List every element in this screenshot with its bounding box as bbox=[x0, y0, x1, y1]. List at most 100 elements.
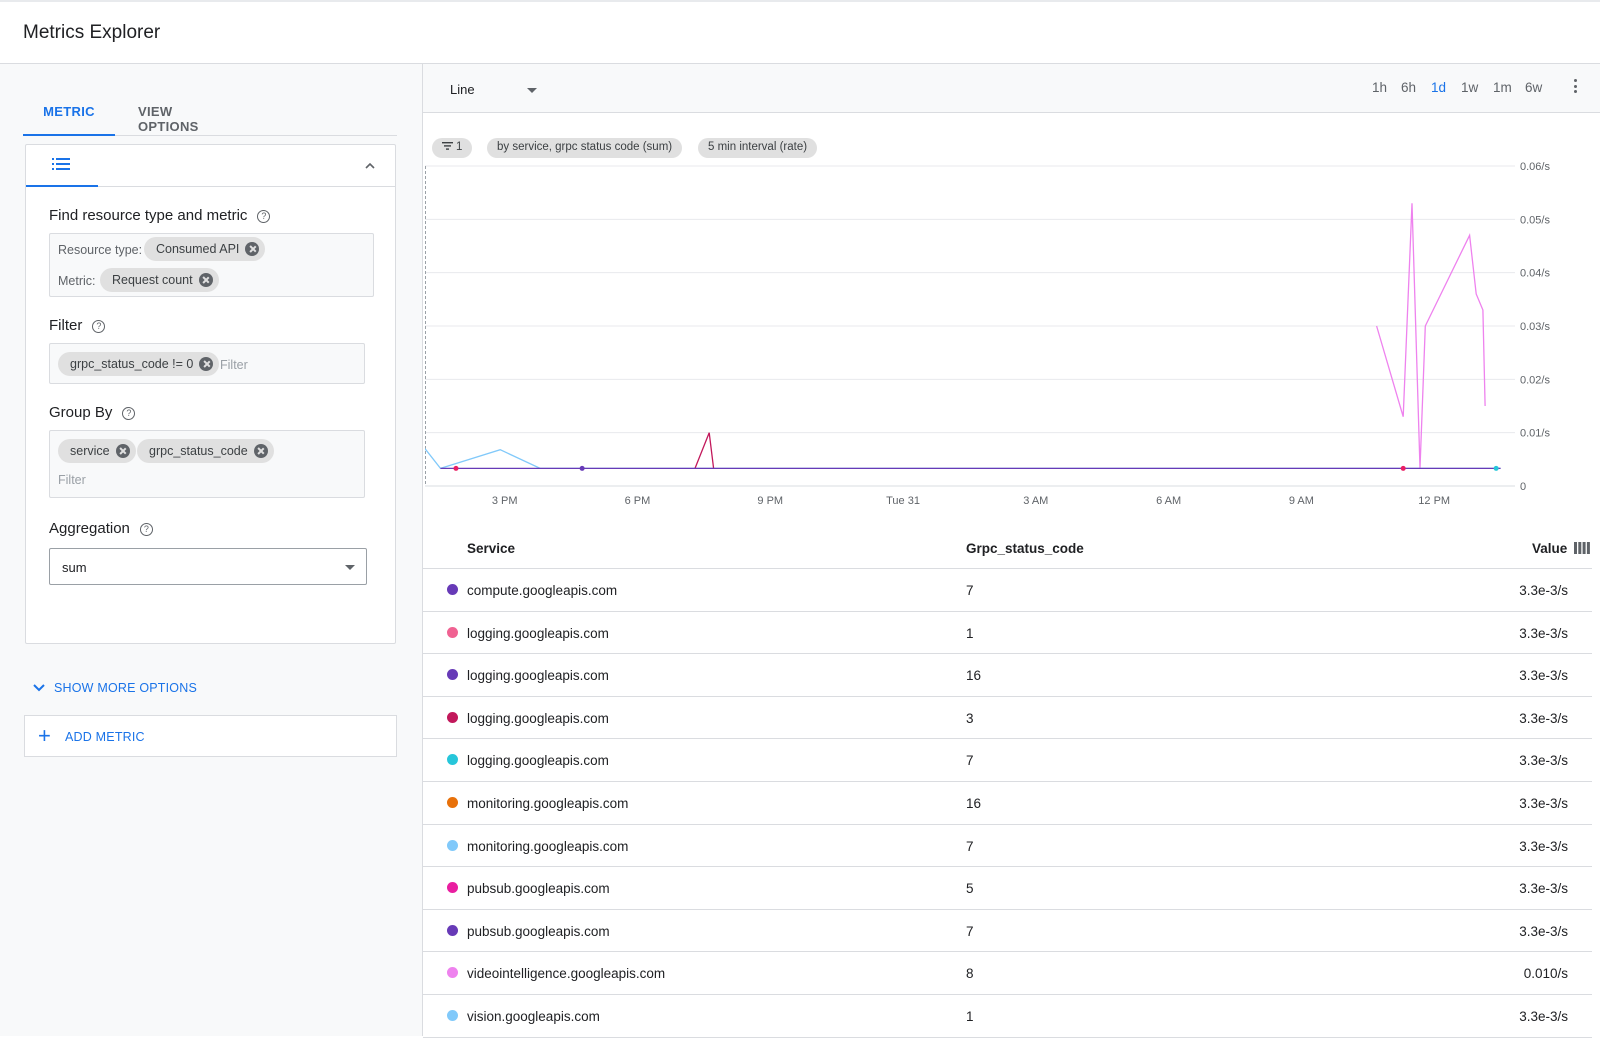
y-tick-label: 0.01/s bbox=[1520, 428, 1550, 440]
left-panel: METRIC VIEW OPTIONS Find resource type a… bbox=[0, 64, 423, 1036]
series-color-dot bbox=[447, 924, 458, 936]
range-6w[interactable]: 6w bbox=[1525, 80, 1543, 95]
series-line bbox=[694, 432, 715, 469]
remove-chip-icon[interactable] bbox=[253, 444, 268, 458]
x-tick-label: 3 PM bbox=[492, 495, 518, 507]
cell-grpc-status-code: 7 bbox=[966, 583, 974, 598]
aggregation-value: sum bbox=[62, 560, 87, 575]
more-vert-icon[interactable] bbox=[1574, 79, 1578, 95]
cell-grpc-status-code: 5 bbox=[966, 881, 974, 897]
resource-type-chip: Consumed API bbox=[144, 237, 266, 261]
group-by-heading: Group By? bbox=[49, 404, 136, 421]
table-row[interactable]: vision.googleapis.com 1 3.3e-3/s bbox=[423, 995, 1592, 1038]
range-1m[interactable]: 1m bbox=[1493, 80, 1512, 95]
remove-chip-icon[interactable] bbox=[198, 273, 213, 287]
table-row[interactable]: pubsub.googleapis.com 5 3.3e-3/s bbox=[423, 867, 1592, 910]
resource-type-label: Resource type: bbox=[58, 243, 143, 257]
column-picker-icon[interactable] bbox=[1574, 542, 1590, 554]
table-row[interactable]: logging.googleapis.com 7 3.3e-3/s bbox=[423, 739, 1592, 782]
table-row[interactable]: logging.googleapis.com 3 3.3e-3/s bbox=[423, 697, 1592, 740]
x-tick-label: 6 AM bbox=[1156, 495, 1181, 507]
x-tick-label: 12 PM bbox=[1418, 495, 1450, 507]
series-color-dot bbox=[447, 967, 458, 979]
cell-service: vision.googleapis.com bbox=[467, 1008, 600, 1024]
data-point bbox=[453, 465, 459, 471]
card-header bbox=[26, 145, 395, 187]
series-color-dot bbox=[447, 669, 458, 681]
top-bar: Metrics Explorer bbox=[0, 0, 1600, 64]
y-tick-label: 0.04/s bbox=[1520, 268, 1550, 280]
cell-service: logging.googleapis.com bbox=[467, 710, 609, 726]
cell-service: videointelligence.googleapis.com bbox=[467, 966, 666, 982]
range-1d[interactable]: 1d bbox=[1431, 80, 1447, 95]
cell-grpc-status-code: 3 bbox=[966, 710, 974, 726]
help-icon[interactable]: ? bbox=[139, 523, 153, 536]
cell-value: 3.3e-3/s bbox=[1519, 710, 1568, 726]
line-chart[interactable]: 0 0.01/s 0.02/s 0.03/s 0.04/s 0.05/s 0.06/s 3 P… bbox=[425, 160, 1600, 520]
chart-type-select[interactable]: Line bbox=[450, 78, 550, 102]
help-icon[interactable]: ? bbox=[122, 407, 136, 420]
table-row[interactable]: monitoring.googleapis.com 7 3.3e-3/s bbox=[423, 825, 1592, 868]
resource-metric-box[interactable]: Resource type: Consumed API Metric: Requ… bbox=[49, 233, 374, 297]
table-body: compute.googleapis.com 7 3.3e-3/s logging.g… bbox=[423, 569, 1592, 1038]
range-6h[interactable]: 6h bbox=[1401, 80, 1417, 95]
cell-value: 3.3e-3/s bbox=[1519, 625, 1568, 641]
cell-value: 3.3e-3/s bbox=[1519, 881, 1568, 897]
group-by-box[interactable]: service grpc_status_code Filter bbox=[49, 430, 365, 498]
tab-metric[interactable]: METRIC bbox=[23, 94, 115, 136]
cell-grpc-status-code: 7 bbox=[966, 838, 974, 854]
cell-service: pubsub.googleapis.com bbox=[467, 923, 610, 939]
series-line bbox=[425, 448, 1501, 470]
filter-placeholder[interactable]: Filter bbox=[220, 358, 248, 372]
chevron-up-icon[interactable] bbox=[363, 159, 377, 173]
remove-chip-icon[interactable] bbox=[199, 357, 214, 371]
tab-view-options[interactable]: VIEW OPTIONS bbox=[138, 104, 199, 134]
series-color-dot bbox=[447, 1009, 458, 1021]
help-icon[interactable]: ? bbox=[92, 320, 106, 333]
table-row[interactable]: monitoring.googleapis.com 16 3.3e-3/s bbox=[423, 782, 1592, 825]
series-color-dot bbox=[447, 754, 458, 766]
cell-service: logging.googleapis.com bbox=[467, 668, 609, 684]
cell-service: logging.googleapis.com bbox=[467, 753, 609, 769]
grouping-pill[interactable]: by service, grpc status code (sum) bbox=[487, 138, 683, 158]
y-tick-label: 0.06/s bbox=[1520, 161, 1550, 173]
cell-value: 3.3e-3/s bbox=[1519, 1008, 1568, 1024]
column-header-value[interactable]: Value bbox=[1532, 541, 1590, 556]
metric-chip: Request count bbox=[100, 268, 219, 292]
table-row[interactable]: videointelligence.googleapis.com 8 0.010/s bbox=[423, 952, 1592, 995]
column-header-grpc-status-code[interactable]: Grpc_status_code bbox=[966, 541, 1084, 556]
cell-value: 3.3e-3/s bbox=[1519, 753, 1568, 769]
filter-heading: Filter? bbox=[49, 317, 106, 334]
x-tick-label: Tue 31 bbox=[886, 495, 920, 507]
filter-count-pill[interactable]: 1 bbox=[432, 138, 473, 158]
page-title: Metrics Explorer bbox=[23, 22, 161, 43]
filter-box[interactable]: grpc_status_code != 0 Filter bbox=[49, 343, 365, 384]
table-row[interactable]: logging.googleapis.com 1 3.3e-3/s bbox=[423, 612, 1592, 655]
cell-grpc-status-code: 7 bbox=[966, 753, 974, 769]
interval-pill[interactable]: 5 min interval (rate) bbox=[698, 138, 818, 158]
series-color-dot bbox=[447, 711, 458, 723]
legend-table: Service Grpc_status_code Value compute.g… bbox=[423, 527, 1592, 1038]
range-1w[interactable]: 1w bbox=[1461, 80, 1479, 95]
show-more-options-link[interactable]: SHOW MORE OPTIONS bbox=[33, 681, 197, 695]
y-tick-label: 0 bbox=[1520, 481, 1526, 493]
help-icon[interactable]: ? bbox=[257, 210, 271, 223]
remove-chip-icon[interactable] bbox=[245, 242, 260, 256]
cell-service: monitoring.googleapis.com bbox=[467, 795, 629, 811]
cell-value: 3.3e-3/s bbox=[1519, 668, 1568, 684]
chevron-down-icon bbox=[33, 684, 45, 692]
aggregation-select[interactable]: sum bbox=[49, 548, 367, 585]
remove-chip-icon[interactable] bbox=[115, 444, 130, 458]
table-row[interactable]: logging.googleapis.com 16 3.3e-3/s bbox=[423, 654, 1592, 697]
add-metric-button[interactable]: + ADD METRIC bbox=[24, 715, 397, 757]
table-row[interactable]: compute.googleapis.com 7 3.3e-3/s bbox=[423, 569, 1592, 612]
list-view-tab[interactable] bbox=[26, 145, 98, 187]
cell-grpc-status-code: 16 bbox=[966, 668, 982, 684]
cell-grpc-status-code: 8 bbox=[966, 966, 974, 982]
table-row[interactable]: pubsub.googleapis.com 7 3.3e-3/s bbox=[423, 910, 1592, 953]
metric-card: Find resource type and metric? Resource … bbox=[25, 144, 396, 644]
column-header-service[interactable]: Service bbox=[467, 541, 516, 556]
group-by-placeholder[interactable]: Filter bbox=[58, 473, 86, 487]
y-tick-label: 0.02/s bbox=[1520, 374, 1550, 386]
range-1h[interactable]: 1h bbox=[1372, 80, 1388, 95]
